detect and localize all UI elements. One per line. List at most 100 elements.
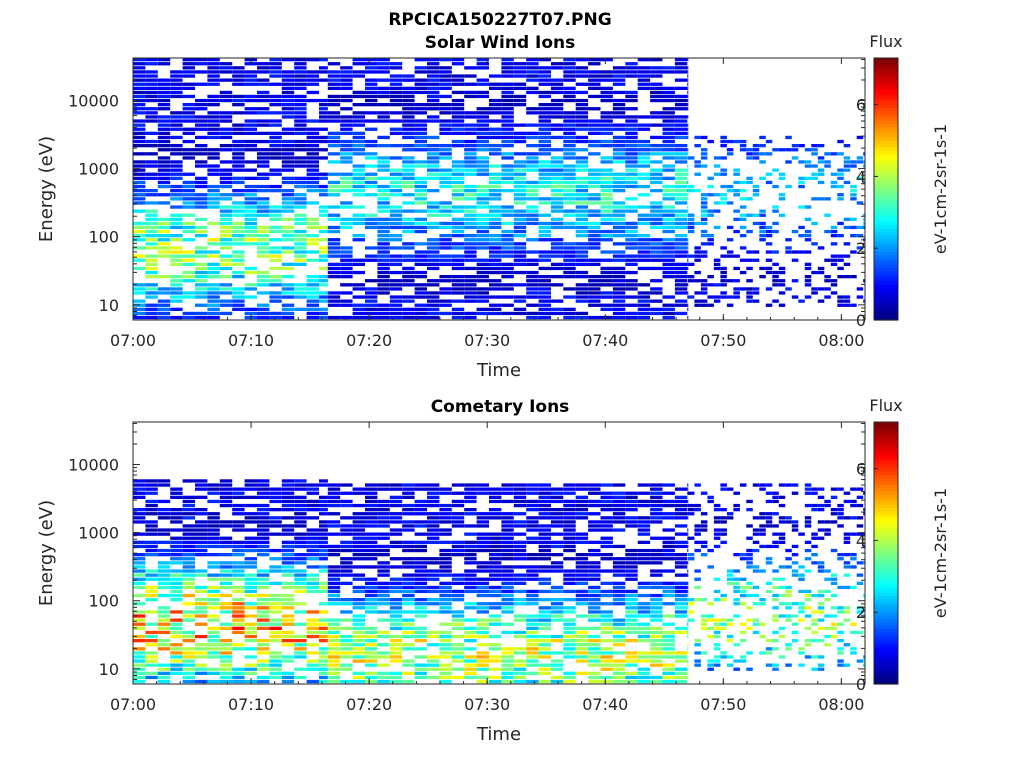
spectrogram-cell [575,659,589,663]
spectrogram-cell [637,659,651,663]
spectrogram-cell [319,283,328,287]
spectrogram-cell [157,160,171,164]
spectrogram-cell [195,528,208,532]
spectrogram-cell [550,90,564,95]
spectrogram-cell [588,213,601,217]
spectrogram-cell [365,610,378,614]
spectrogram-cell [269,651,282,655]
spectrogram-cell [550,176,564,180]
spectrogram-cell [439,679,452,684]
spectrogram-cell [746,148,753,152]
spectrogram-cell [402,266,415,271]
spectrogram-cell [650,626,663,630]
spectrogram-cell [612,266,626,271]
spectrogram-cell [513,548,527,553]
spectrogram-cell [306,679,319,684]
spectrogram-cell [791,520,799,524]
spectrogram-cell [414,197,427,201]
spectrogram-cell [513,671,527,675]
spectrogram-cell [746,152,753,156]
spectrogram-cell [327,193,341,197]
spectrogram-cell [365,491,378,495]
spectrogram-cell [389,622,403,626]
spectrogram-cell [439,598,452,602]
spectrogram-cell [451,82,465,86]
spectrogram-cell [625,651,638,655]
spectrogram-cell [733,643,740,647]
colorbar-swatch [874,283,898,288]
spectrogram-cell [219,651,233,655]
spectrogram-cell [526,557,539,561]
spectrogram-cell [588,626,601,630]
spectrogram-cell [269,569,282,573]
spectrogram-cell [856,630,864,635]
spectrogram-cell [575,217,589,221]
spectrogram-cell [170,258,183,262]
spectrogram-cell [538,671,551,675]
spectrogram-cell [195,62,208,66]
spectrogram-cell [145,217,158,221]
spectrogram-cell [182,630,195,635]
spectrogram-cell [133,62,146,66]
spectrogram-cell [588,503,601,508]
spectrogram-cell [662,197,675,201]
spectrogram-cell [720,295,727,299]
spectrogram-cell [294,78,307,82]
spectrogram-cell [219,581,233,585]
spectrogram-cell [232,606,245,610]
spectrogram-cell [269,659,282,663]
spectrogram-cell [713,647,721,651]
spectrogram-cell [625,270,638,275]
spectrogram-cell [451,115,465,119]
spectrogram-cell [244,663,257,667]
spectrogram-cell [182,479,195,483]
spectrogram-cell [550,495,564,499]
spectrogram-cell [327,643,341,647]
colorbar-swatch [874,520,898,525]
spectrogram-cell [269,229,282,234]
spectrogram-cell [575,180,589,185]
spectrogram-cell [232,291,245,295]
spectrogram-cell [232,189,245,193]
spectrogram-cell [687,123,689,127]
spectrogram-cell [538,152,551,156]
spectrogram-cell [269,618,282,622]
spectrogram-cell [451,74,465,78]
spectrogram-cell [377,144,390,148]
spectrogram-cell [219,291,233,295]
spectrogram-cell [700,209,708,213]
spectrogram-cell [182,103,195,107]
spectrogram-cell [294,115,307,119]
spectrogram-cell [389,581,403,585]
spectrogram-cell [133,614,146,618]
colorbar-swatch [874,175,898,180]
spectrogram-cell [687,262,695,266]
spectrogram-cell [513,225,527,230]
spectrogram-cell [232,679,245,684]
spectrogram-cell [501,209,514,213]
spectrogram-cell [526,62,539,66]
colorbar-swatch [874,123,898,128]
spectrogram-cell [319,307,328,311]
spectrogram-cell [427,221,440,226]
spectrogram-cell [739,602,747,606]
spectrogram-cell [269,655,282,659]
spectrogram-cell [588,180,601,185]
spectrogram-cell [625,238,638,242]
spectrogram-cell [464,663,477,667]
spectrogram-cell [365,258,378,262]
spectrogram-cell [427,557,440,561]
spectrogram-cell [306,503,319,508]
spectrogram-cell [563,262,576,266]
spectrogram-cell [772,614,779,618]
spectrogram-cell [352,148,365,152]
colorbar-swatch [874,77,898,82]
spectrogram-cell [538,229,551,234]
spectrogram-cell [170,225,183,230]
spectrogram-cell [269,119,282,123]
spectrogram-cell [352,213,365,217]
spectrogram-cell [244,168,257,172]
spectrogram-cell [785,606,792,610]
spectrogram-cell [817,565,825,569]
